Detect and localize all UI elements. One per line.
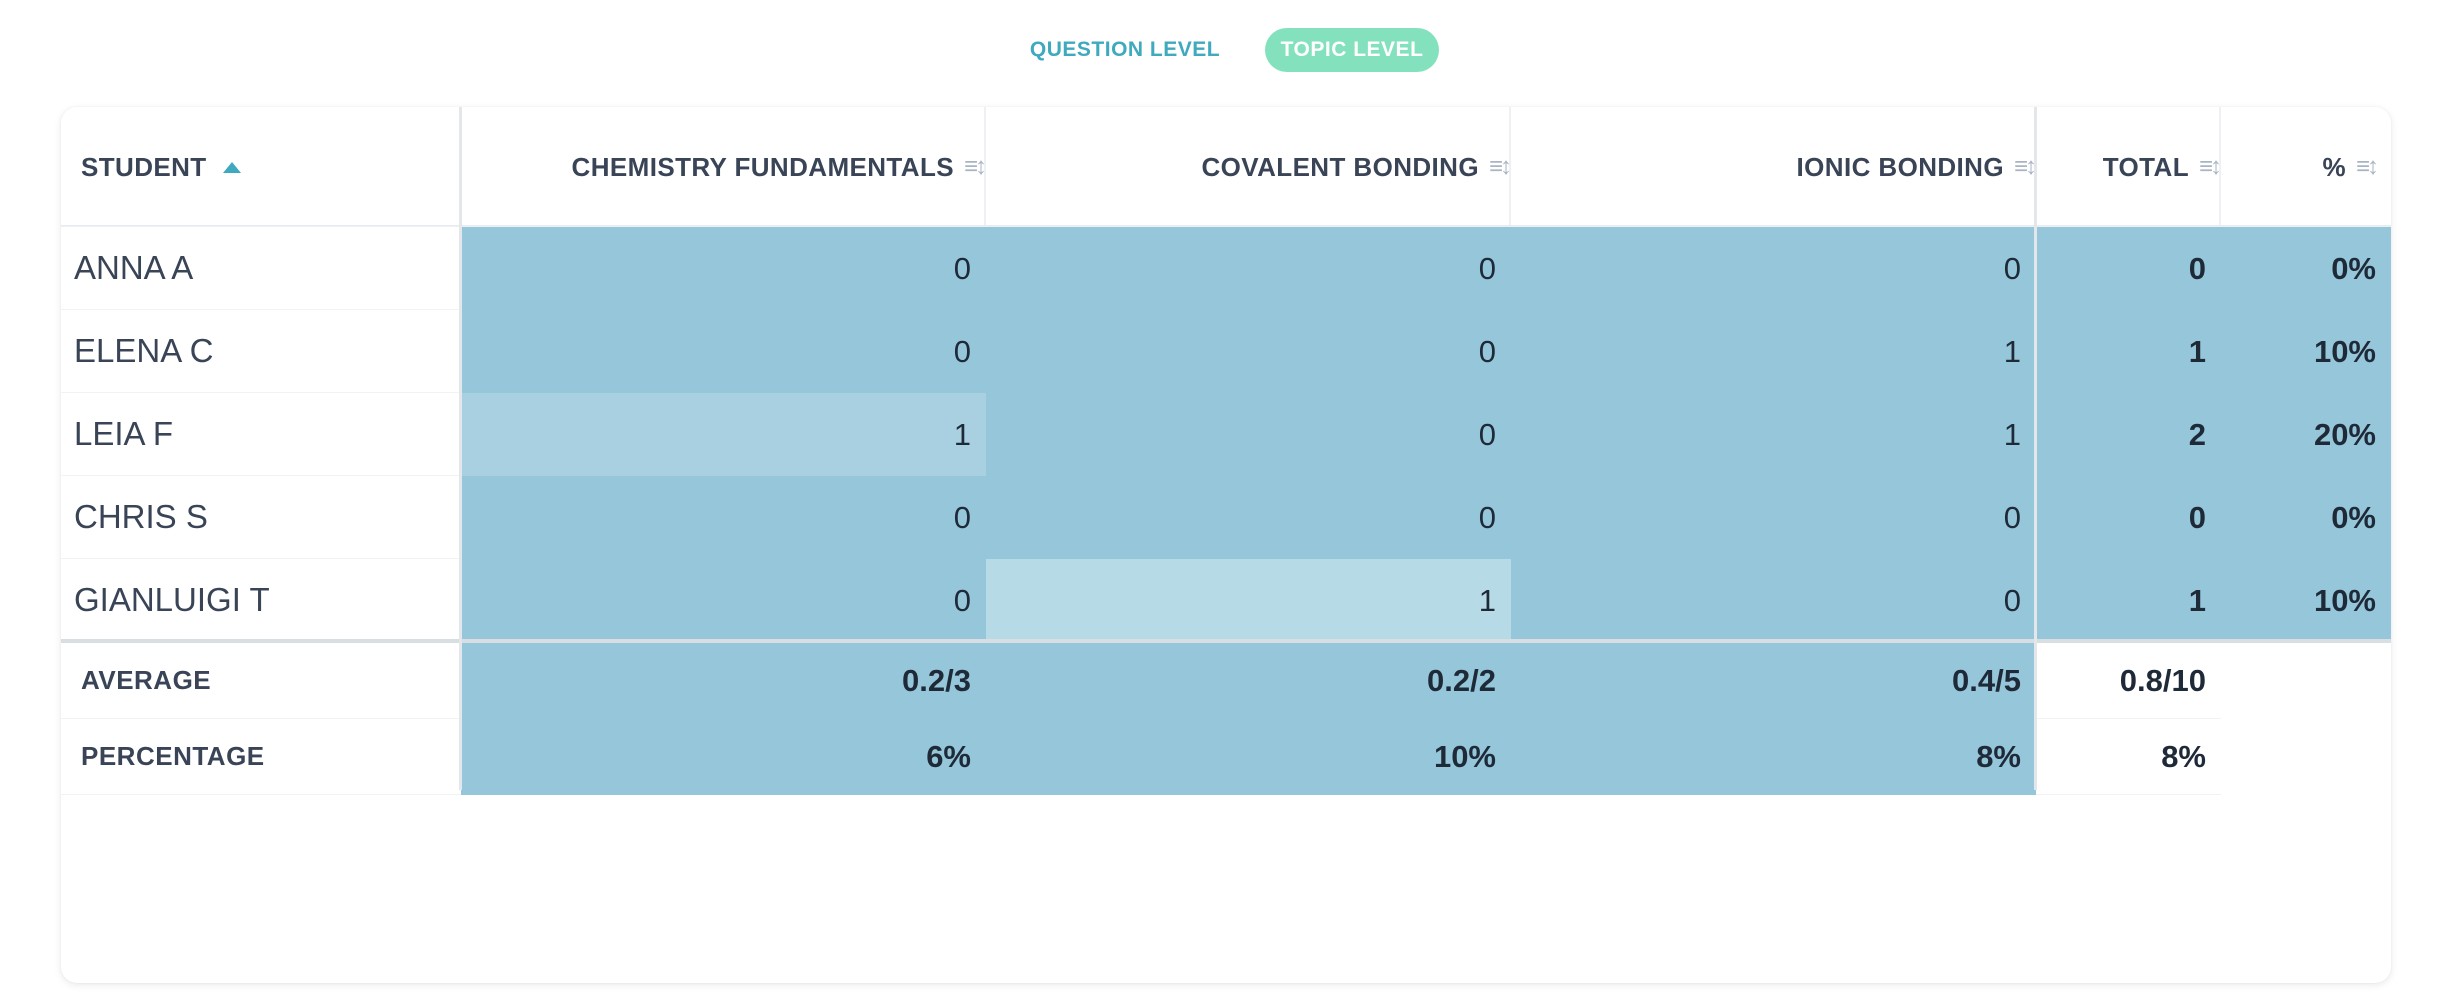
student-name: CHRIS S <box>61 476 461 559</box>
column-header-chemistry-fundamentals[interactable]: CHEMISTRY FUNDAMENTALS ≡↕ <box>461 107 987 227</box>
average-cell: 0.4/5 <box>1511 643 2036 719</box>
percent-cell: 10% <box>2221 559 2391 642</box>
question-level-tab[interactable]: QUESTION LEVEL <box>1029 38 1221 61</box>
column-header-student-label: STUDENT <box>81 151 207 182</box>
level-toggle: QUESTION LEVEL TOPIC LEVEL <box>0 28 2452 72</box>
column-header-student[interactable]: STUDENT <box>81 107 461 227</box>
results-table: STUDENT CHEMISTRY FUNDAMENTALS ≡↕ COVALE… <box>61 107 2391 983</box>
total-cell: 1 <box>2036 310 2221 393</box>
column-header-total[interactable]: TOTAL ≡↕ <box>2036 107 2222 227</box>
total-cell: 0 <box>2036 227 2221 310</box>
score-cell: 1 <box>986 559 1511 642</box>
column-header-label: COVALENT BONDING <box>1201 151 1479 182</box>
score-cell: 0 <box>461 559 986 642</box>
sort-icon: ≡↕ <box>1488 153 1512 180</box>
average-label: AVERAGE <box>61 643 461 719</box>
score-cell: 1 <box>1511 393 2036 476</box>
sort-icon: ≡↕ <box>2355 153 2379 180</box>
sort-icon: ≡↕ <box>963 153 987 180</box>
total-cell: 2 <box>2036 393 2221 476</box>
score-cell: 0 <box>1511 559 2036 642</box>
column-header-label: IONIC BONDING <box>1796 151 2004 182</box>
triangle-up-icon <box>222 161 241 173</box>
percent-cell: 0% <box>2221 476 2391 559</box>
column-header-label: % <box>2322 151 2346 182</box>
score-cell: 0 <box>461 227 986 310</box>
percent-cell: 20% <box>2221 393 2391 476</box>
column-divider <box>2219 107 2221 227</box>
percentage-cell: 8% <box>1511 719 2036 795</box>
percent-cell: 10% <box>2221 310 2391 393</box>
score-cell: 0 <box>461 476 986 559</box>
score-cell: 0 <box>1511 476 2036 559</box>
column-header-ionic-bonding[interactable]: IONIC BONDING ≡↕ <box>1511 107 2037 227</box>
average-total-cell: 0.8/10 <box>2036 643 2221 719</box>
total-cell: 0 <box>2036 476 2221 559</box>
column-divider <box>1509 107 1511 227</box>
student-name: LEIA F <box>61 393 461 476</box>
average-cell: 0.2/3 <box>461 643 986 719</box>
score-cell: 0 <box>986 310 1511 393</box>
topic-level-tab[interactable]: TOPIC LEVEL <box>1265 28 1439 72</box>
score-cell: 0 <box>986 393 1511 476</box>
sort-icon: ≡↕ <box>2198 153 2222 180</box>
total-column-divider <box>2034 107 2037 790</box>
percentage-label: PERCENTAGE <box>61 719 461 795</box>
student-name: ELENA C <box>61 310 461 393</box>
percentage-cell: 6% <box>461 719 986 795</box>
score-cell: 1 <box>461 393 986 476</box>
column-header-percent[interactable]: % ≡↕ <box>2221 107 2379 227</box>
summary-divider <box>61 639 2391 643</box>
total-cell: 1 <box>2036 559 2221 642</box>
score-cell: 0 <box>986 476 1511 559</box>
student-name: GIANLUIGI T <box>61 559 461 642</box>
student-column-divider <box>459 107 462 790</box>
score-cell: 0 <box>1511 227 2036 310</box>
score-cell: 0 <box>461 310 986 393</box>
column-header-label: CHEMISTRY FUNDAMENTALS <box>571 151 954 182</box>
sort-icon: ≡↕ <box>2013 153 2037 180</box>
column-header-label: TOTAL <box>2102 151 2189 182</box>
column-header-covalent-bonding[interactable]: COVALENT BONDING ≡↕ <box>986 107 1513 227</box>
score-cell: 1 <box>1511 310 2036 393</box>
percentage-cell: 10% <box>986 719 1511 795</box>
percentage-total-cell: 8% <box>2036 719 2221 795</box>
score-cell: 0 <box>986 227 1511 310</box>
percent-cell: 0% <box>2221 227 2391 310</box>
column-divider <box>984 107 986 227</box>
average-cell: 0.2/2 <box>986 643 1511 719</box>
student-name: ANNA A <box>61 227 461 310</box>
